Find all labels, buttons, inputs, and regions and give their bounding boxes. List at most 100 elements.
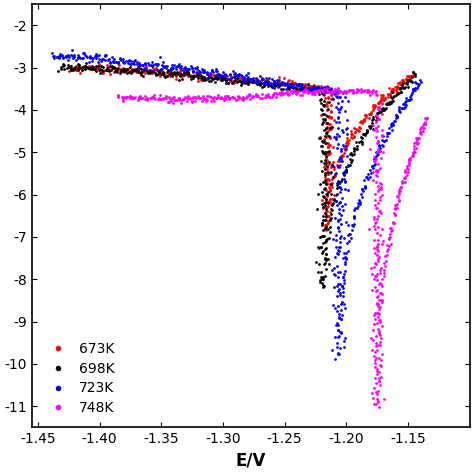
723K — [128, 57, 135, 65]
698K — [232, 76, 239, 83]
723K — [340, 301, 348, 308]
698K — [107, 66, 114, 74]
698K — [103, 66, 110, 74]
723K — [342, 130, 350, 137]
723K — [230, 70, 238, 78]
748K — [288, 88, 296, 95]
723K — [337, 171, 345, 178]
748K — [135, 94, 143, 101]
748K — [365, 89, 373, 96]
673K — [322, 134, 330, 142]
748K — [386, 234, 393, 241]
698K — [327, 118, 335, 126]
723K — [338, 312, 346, 319]
748K — [188, 97, 196, 105]
748K — [396, 184, 404, 192]
748K — [381, 272, 388, 280]
698K — [227, 75, 234, 82]
723K — [338, 146, 346, 153]
723K — [153, 66, 161, 73]
748K — [394, 193, 401, 201]
748K — [378, 296, 385, 303]
698K — [320, 255, 328, 263]
698K — [178, 75, 186, 82]
748K — [372, 388, 380, 396]
748K — [373, 301, 380, 308]
673K — [213, 72, 221, 80]
698K — [200, 74, 208, 82]
723K — [196, 68, 204, 76]
673K — [310, 81, 318, 89]
698K — [260, 81, 267, 88]
723K — [410, 85, 417, 93]
673K — [329, 113, 337, 120]
723K — [68, 46, 76, 54]
748K — [304, 89, 311, 97]
723K — [417, 78, 425, 86]
723K — [376, 147, 383, 155]
723K — [74, 55, 82, 62]
748K — [277, 91, 284, 98]
673K — [150, 64, 157, 72]
748K — [373, 155, 380, 162]
723K — [325, 87, 332, 95]
673K — [139, 66, 146, 73]
698K — [319, 173, 326, 181]
748K — [313, 87, 321, 95]
723K — [334, 106, 341, 113]
673K — [241, 75, 248, 82]
748K — [283, 88, 291, 95]
748K — [226, 94, 234, 102]
698K — [285, 85, 292, 92]
748K — [377, 154, 385, 162]
673K — [396, 80, 404, 88]
698K — [188, 73, 195, 80]
723K — [226, 75, 233, 83]
723K — [311, 85, 319, 93]
673K — [155, 68, 163, 76]
723K — [337, 244, 344, 251]
673K — [327, 107, 334, 115]
748K — [264, 90, 272, 98]
748K — [178, 96, 185, 104]
673K — [239, 76, 246, 84]
673K — [169, 70, 177, 77]
723K — [288, 82, 296, 90]
723K — [337, 328, 344, 336]
723K — [102, 51, 110, 58]
723K — [248, 77, 255, 84]
723K — [70, 52, 78, 59]
673K — [121, 68, 128, 75]
673K — [251, 76, 259, 84]
723K — [74, 53, 82, 61]
673K — [136, 70, 144, 77]
698K — [313, 112, 320, 119]
673K — [338, 151, 346, 159]
673K — [112, 65, 119, 73]
698K — [174, 70, 182, 78]
698K — [279, 85, 287, 93]
673K — [410, 71, 417, 79]
698K — [258, 83, 265, 91]
698K — [291, 84, 299, 91]
723K — [401, 99, 409, 106]
723K — [203, 68, 210, 75]
698K — [319, 258, 327, 266]
723K — [314, 89, 322, 96]
673K — [181, 70, 189, 78]
673K — [374, 103, 382, 110]
673K — [212, 73, 219, 81]
748K — [376, 381, 384, 389]
698K — [193, 69, 201, 77]
698K — [322, 232, 329, 239]
673K — [287, 79, 295, 87]
673K — [171, 70, 178, 77]
723K — [336, 326, 343, 334]
698K — [322, 193, 330, 201]
673K — [192, 71, 200, 78]
723K — [120, 58, 128, 65]
698K — [353, 145, 360, 153]
723K — [250, 78, 257, 85]
698K — [319, 83, 327, 91]
723K — [69, 55, 77, 62]
